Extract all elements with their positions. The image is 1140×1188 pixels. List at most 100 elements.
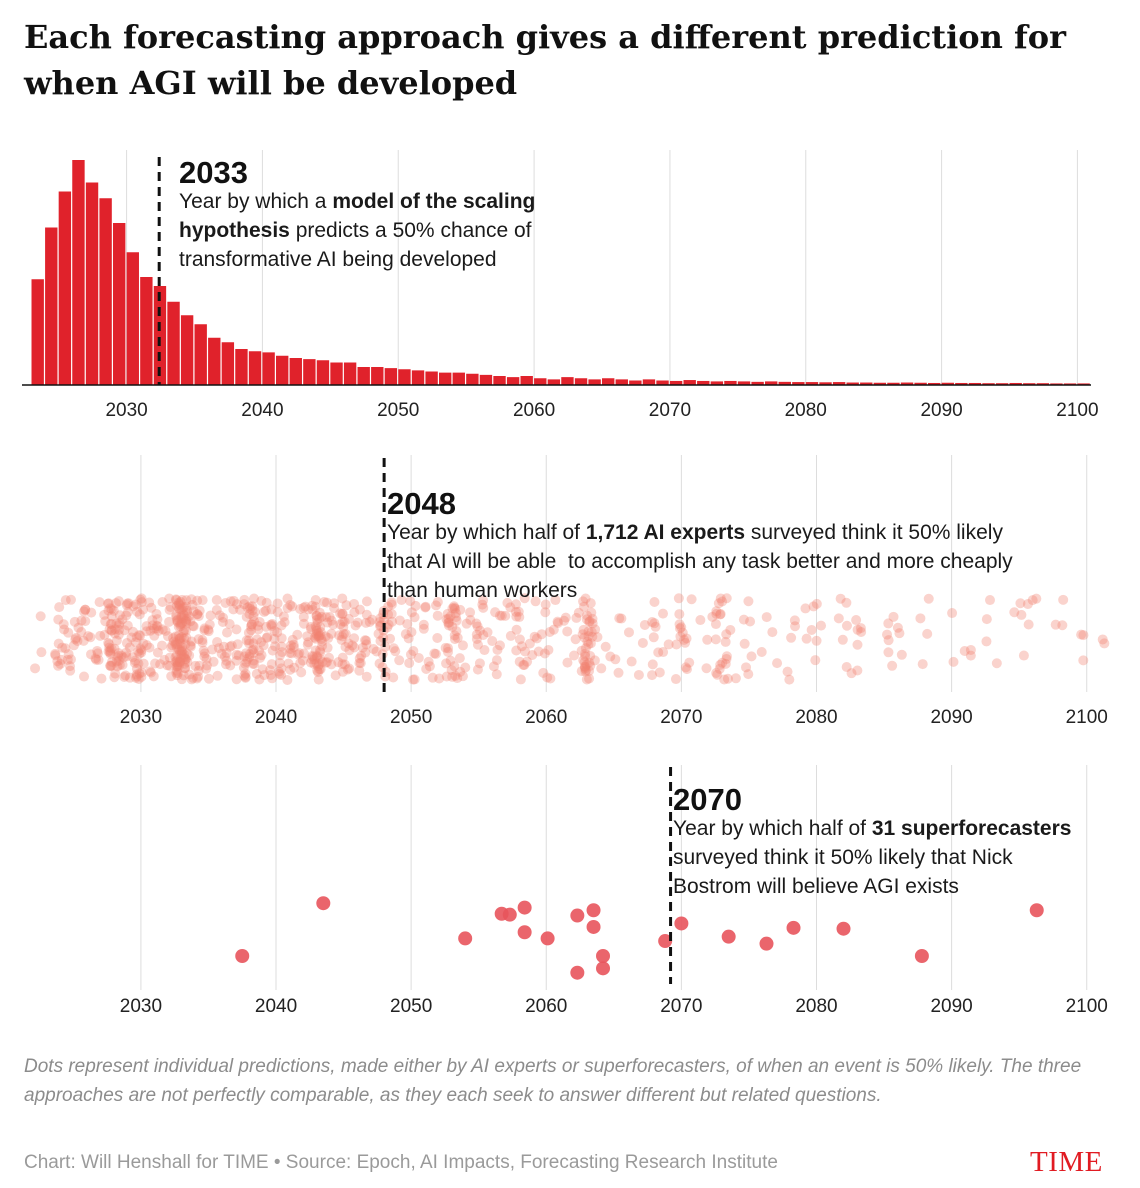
histogram-bar: [1050, 383, 1063, 385]
expert-prediction-dot: [584, 616, 595, 627]
expert-prediction-dot: [714, 663, 725, 674]
expert-prediction-dot: [247, 645, 258, 656]
expert-prediction-dot: [138, 638, 149, 649]
expert-prediction-dot: [948, 656, 959, 667]
expert-prediction-dot: [176, 612, 187, 623]
expert-prediction-dot: [184, 669, 195, 680]
histogram-bar: [602, 378, 615, 385]
expert-prediction-dot: [252, 634, 263, 645]
annotation-line: Bostrom will believe AGI exists: [673, 875, 959, 898]
expert-prediction-dot: [311, 630, 322, 641]
expert-prediction-dot: [811, 635, 822, 646]
expert-prediction-dot: [265, 665, 276, 676]
expert-prediction-dot: [244, 638, 255, 649]
histogram-bar: [113, 223, 126, 385]
expert-prediction-dot: [717, 596, 728, 607]
expert-prediction-dot: [461, 618, 472, 629]
expert-prediction-dot: [309, 654, 320, 665]
expert-prediction-dot: [335, 619, 346, 630]
expert-prediction-dot: [400, 629, 411, 640]
expert-prediction-dot: [248, 638, 259, 649]
expert-prediction-dot: [350, 620, 361, 631]
superforecaster-dot: [316, 896, 331, 911]
expert-prediction-dot: [53, 614, 64, 625]
expert-prediction-dot: [378, 614, 389, 625]
histogram-bar: [561, 377, 574, 385]
expert-prediction-dot: [105, 619, 116, 630]
expert-prediction-dot: [743, 596, 754, 607]
expert-prediction-dot: [175, 619, 186, 630]
expert-prediction-dot: [121, 651, 132, 662]
expert-prediction-dot: [616, 613, 627, 624]
expert-prediction-dot: [131, 632, 142, 643]
expert-prediction-dot: [585, 651, 596, 662]
expert-prediction-dot: [96, 673, 107, 684]
expert-prediction-dot: [113, 629, 124, 640]
expert-prediction-dot: [311, 658, 322, 669]
expert-prediction-dot: [443, 620, 454, 631]
expert-prediction-dot: [171, 595, 182, 606]
expert-prediction-dot: [171, 661, 182, 672]
expert-prediction-dot: [404, 658, 415, 669]
expert-prediction-dot: [712, 669, 723, 680]
expert-prediction-dot: [254, 674, 265, 685]
expert-prediction-dot: [452, 673, 463, 684]
expert-prediction-dot: [610, 654, 621, 665]
expert-prediction-dot: [145, 625, 156, 636]
expert-prediction-dot: [157, 624, 168, 635]
expert-prediction-dot: [533, 646, 544, 657]
expert-prediction-dot: [164, 660, 175, 671]
expert-prediction-dot: [173, 597, 184, 608]
expert-prediction-dot: [57, 642, 68, 653]
expert-prediction-dot: [326, 615, 337, 626]
expert-prediction-dot: [730, 673, 741, 684]
expert-prediction-dot: [246, 619, 257, 630]
expert-prediction-dot: [1076, 629, 1087, 640]
x-tick-label: 2030: [120, 707, 162, 728]
expert-prediction-dot: [1023, 619, 1034, 630]
expert-prediction-dot: [175, 638, 186, 649]
expert-prediction-dot: [92, 645, 103, 656]
expert-prediction-dot: [256, 595, 267, 606]
expert-prediction-dot: [249, 658, 260, 669]
expert-prediction-dot: [311, 623, 322, 634]
superforecaster-dot: [596, 949, 611, 963]
histogram-bar: [411, 370, 425, 385]
histogram-bar: [303, 359, 316, 385]
expert-prediction-dot: [181, 613, 192, 624]
expert-prediction-dot: [180, 654, 191, 665]
annotation-line: hypothesis predicts a 50% chance of: [179, 219, 532, 242]
expert-prediction-dot: [191, 673, 202, 684]
expert-prediction-dot: [580, 663, 591, 674]
expert-prediction-dot: [173, 621, 184, 632]
expert-prediction-dot: [76, 615, 87, 626]
expert-prediction-dot: [182, 657, 193, 668]
expert-prediction-dot: [790, 621, 801, 632]
expert-prediction-dot: [160, 625, 171, 636]
expert-prediction-dot: [471, 629, 482, 640]
expert-prediction-dot: [241, 611, 252, 622]
expert-prediction-dot: [883, 647, 894, 658]
expert-prediction-dot: [174, 656, 185, 667]
expert-prediction-dot: [786, 632, 797, 643]
expert-prediction-dot: [69, 616, 80, 627]
expert-prediction-dot: [745, 616, 756, 627]
expert-prediction-dot: [192, 609, 203, 620]
expert-prediction-dot: [471, 634, 482, 645]
expert-prediction-dot: [337, 652, 348, 663]
expert-prediction-dot: [259, 606, 270, 617]
expert-prediction-dot: [465, 615, 476, 626]
expert-prediction-dot: [406, 627, 417, 638]
expert-prediction-dot: [174, 633, 185, 644]
expert-prediction-dot: [174, 599, 185, 610]
expert-prediction-dot: [248, 611, 259, 622]
expert-prediction-dot: [181, 616, 192, 627]
expert-prediction-dot: [148, 623, 159, 634]
chart-panel-3: 2030 2040 2050 2060 2070 2080 2090 21002070Year…: [120, 765, 1108, 1017]
expert-prediction-dot: [186, 636, 197, 647]
expert-prediction-dot: [710, 619, 721, 630]
expert-prediction-dot: [106, 643, 117, 654]
histogram-bar: [574, 378, 588, 385]
chart-area: 2030 2040 2050 2060 2070 2080 2090 21002033Year…: [22, 150, 1110, 1017]
expert-prediction-dot: [378, 632, 389, 643]
